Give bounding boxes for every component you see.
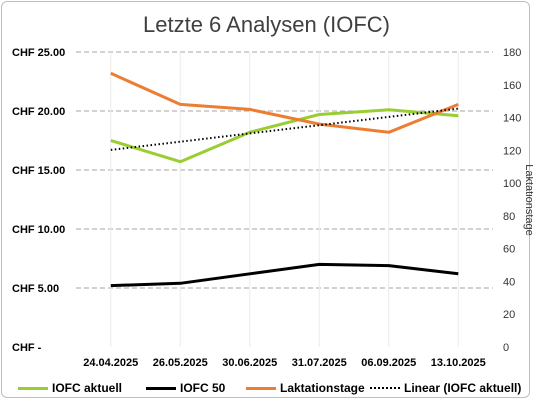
left-axis-ticks: CHF - CHF 5.00 CHF 10.00 CHF 15.00 CHF 20.00… [12, 47, 65, 354]
gridlines [76, 51, 493, 347]
legend-label: IOFC 50 [180, 381, 226, 395]
legend: IOFC aktuell IOFC 50 Laktationstage Linear … [0, 378, 533, 398]
right-tick-label: 140 [503, 113, 521, 125]
legend-item: IOFC 50 [146, 378, 225, 398]
x-axis-ticks: 24.04.2025 26.05.2025 30.06.2025 31.07.2025… [83, 357, 486, 369]
legend-item: IOFC aktuell [18, 378, 122, 398]
series-line [110, 262, 459, 288]
legend-label: Linear (IOFC aktuell) [404, 381, 522, 395]
legend-label: IOFC aktuell [52, 381, 123, 395]
x-tick-label: 30.06.2025 [222, 357, 277, 369]
series-line [110, 108, 459, 164]
series-lines [110, 71, 459, 288]
x-tick-label: 24.04.2025 [83, 357, 138, 369]
right-tick-label: 180 [503, 47, 521, 59]
legend-swatch [146, 386, 176, 390]
left-tick-label: CHF - [12, 342, 42, 354]
right-tick-label: 100 [503, 178, 521, 190]
left-tick-label: CHF 10.00 [12, 224, 65, 236]
legend-swatch [370, 387, 400, 389]
right-axis-ticks: 0 20 40 60 80 100 120 140 160 180 [503, 47, 521, 354]
legend-swatch [18, 386, 48, 390]
right-axis-label: Laktationstage [523, 164, 533, 236]
legend-swatch [246, 386, 276, 390]
x-tick-label: 26.05.2025 [153, 357, 208, 369]
right-tick-label: 0 [503, 342, 509, 354]
right-tick-label: 20 [503, 309, 515, 321]
right-tick-label: 40 [503, 276, 515, 288]
legend-item: Linear (IOFC aktuell) [370, 378, 521, 398]
series-line [110, 107, 459, 151]
right-tick-label: 160 [503, 80, 521, 92]
right-tick-label: 80 [503, 211, 515, 223]
left-tick-label: CHF 15.00 [12, 165, 65, 177]
x-tick-label: 31.07.2025 [292, 357, 347, 369]
series-line [110, 71, 459, 134]
legend-label: Laktationstage [280, 381, 365, 395]
right-tick-label: 120 [503, 145, 521, 157]
x-tick-label: 13.10.2025 [431, 357, 486, 369]
x-tick-label: 06.09.2025 [361, 357, 416, 369]
right-tick-label: 60 [503, 244, 515, 256]
legend-item: Laktationstage [246, 378, 365, 398]
chart-title: Letzte 6 Analysen (IOFC) [143, 12, 390, 37]
left-tick-label: CHF 25.00 [12, 47, 65, 59]
left-tick-label: CHF 20.00 [12, 106, 65, 118]
left-tick-label: CHF 5.00 [12, 283, 59, 295]
